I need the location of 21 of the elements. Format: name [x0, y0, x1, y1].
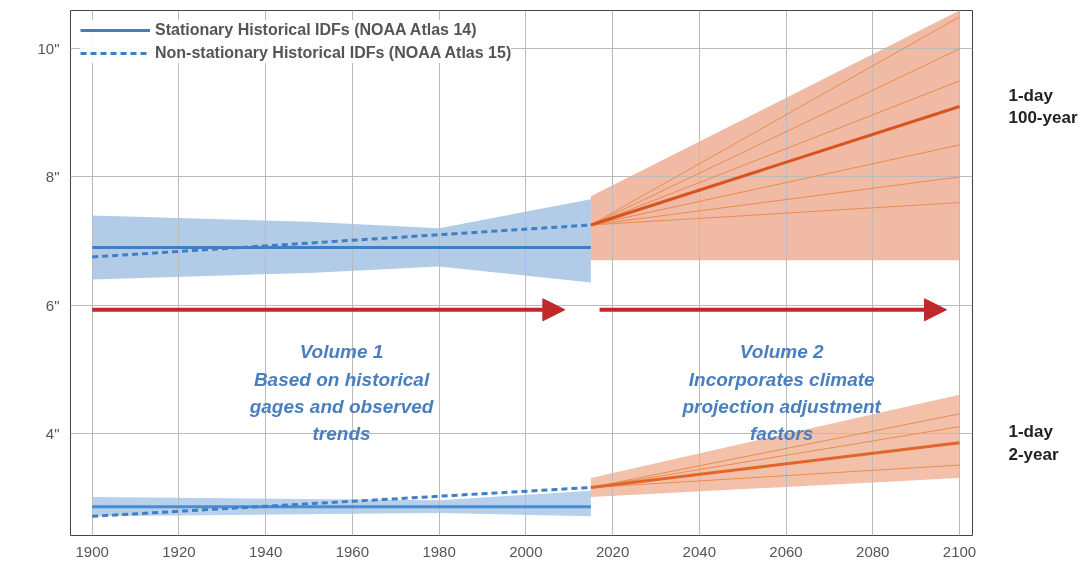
x-tick-label: 2060: [769, 542, 803, 560]
text: 1-day 2-year: [1008, 421, 1059, 464]
y-tick-label: 4": [45, 424, 60, 442]
legend-label: Non-stationary Historical IDFs (NOAA Atlas 15): [155, 44, 512, 62]
y-tick-label: 6": [45, 296, 60, 314]
x-tick-label: 2000: [509, 542, 543, 560]
x-tick-label: 2100: [942, 542, 977, 560]
x-tick-label: 1920: [162, 542, 196, 560]
text: 1-day 100-year: [1008, 85, 1078, 128]
legend-label: Stationary Historical IDFs (NOAA Atlas 14): [155, 21, 477, 39]
y-tick-label: 8": [45, 168, 60, 186]
x-tick-label: 2080: [856, 542, 890, 560]
x-tick-label: 1960: [335, 542, 370, 560]
annotation: Volume 1 Based on historical gages and observed trends: [248, 341, 434, 445]
y-tick-label: 10": [37, 40, 60, 58]
x-tick-label: 2040: [682, 542, 716, 560]
x-tick-label: 2020: [595, 542, 630, 560]
x-tick-label: 1900: [75, 542, 109, 560]
x-tick-label: 1940: [248, 542, 283, 560]
annotation: Volume 2 Incorporates climate projection adjustment factors: [681, 341, 882, 445]
x-tick-label: 1980: [422, 542, 456, 560]
